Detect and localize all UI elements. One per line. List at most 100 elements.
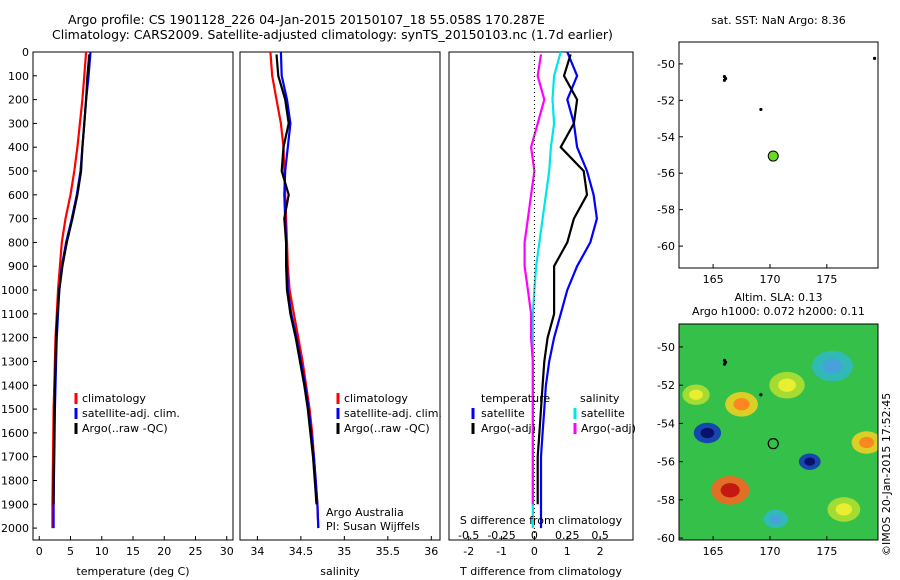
temperature-tick-label: 5 — [67, 545, 74, 558]
difference-top-xlabel: S difference from climatology — [460, 514, 623, 527]
sla-ytick-label: -60 — [657, 532, 675, 545]
depth-tick-label: 1500 — [1, 403, 29, 416]
argo-position-marker — [767, 150, 779, 162]
depth-tick-label: 200 — [8, 94, 29, 107]
depth-tick-label: 1900 — [1, 498, 29, 511]
climatology-subtitle: Climatology: CARS2009. Satellite-adjuste… — [52, 27, 613, 42]
island-mark — [722, 78, 727, 82]
salinity-axes — [239, 51, 441, 541]
sla-blob-core — [733, 398, 750, 411]
sla-heatmap — [679, 324, 878, 540]
sla-ytick-label: -50 — [657, 341, 675, 354]
sla-ytick-label: -52 — [657, 379, 675, 392]
depth-tick-label: 400 — [8, 141, 29, 154]
difference-series-0 — [539, 51, 599, 529]
sla-blob-core — [720, 483, 740, 498]
pi-label: PI: Susan Wijffels — [326, 520, 420, 533]
temperature-legend-label: climatology — [82, 392, 146, 405]
temperature-tick-label: 10 — [95, 545, 109, 558]
sst-ytick-label: -60 — [657, 240, 675, 253]
legend-salinity-header: salinity — [580, 392, 620, 405]
argo-australia-label: Argo Australia — [326, 506, 404, 519]
temperature-legend-label: Argo(..raw -QC) — [82, 422, 168, 435]
temperature-tick-label: 25 — [189, 545, 203, 558]
temperature-xlabel: temperature (deg C) — [76, 565, 189, 578]
temperature-tick-label: 15 — [126, 545, 140, 558]
depth-tick-label: 300 — [8, 117, 29, 130]
salinity-tick-label: 35 — [337, 545, 351, 558]
depth-tick-label: 1200 — [1, 332, 29, 345]
sla-blob-core — [859, 436, 875, 449]
temperature-legend-label: satellite-adj. clim. — [82, 407, 180, 420]
difference-legend-label: Argo(-adj) — [581, 422, 636, 435]
sla-xtick-label: 170 — [759, 545, 780, 558]
sst-ytick-label: -50 — [657, 58, 675, 71]
depth-tick-label: 500 — [8, 165, 29, 178]
difference-tick-label: -1 — [496, 545, 507, 558]
sst-map-title: sat. SST: NaN Argo: 8.36 — [711, 14, 845, 27]
island-mark — [872, 56, 877, 61]
salinity-series-2 — [275, 54, 318, 505]
sla-map-title: Altim. SLA: 0.13 — [734, 291, 822, 304]
depth-tick-label: 1000 — [1, 284, 29, 297]
depth-tick-label: 900 — [8, 260, 29, 273]
depth-tick-label: 600 — [8, 189, 29, 202]
depth-tick-label: 1700 — [1, 451, 29, 464]
depth-tick-label: 800 — [8, 236, 29, 249]
depth-tick-label: 2000 — [1, 522, 29, 535]
difference-xlabel: T difference from climatology — [459, 565, 622, 578]
difference-axes — [448, 51, 634, 541]
sla-xtick-label: 175 — [816, 545, 837, 558]
salinity-legend-label: Argo(..raw -QC) — [344, 422, 430, 435]
difference-legend-label: Argo(-adj) — [481, 422, 536, 435]
temperature-axes — [32, 51, 234, 541]
temperature-tick-label: 30 — [220, 545, 234, 558]
difference-tick-label: 0 — [531, 545, 538, 558]
sla-ytick-label: -58 — [657, 494, 675, 507]
sst-ytick-label: -58 — [657, 204, 675, 217]
sst-xtick-label: 170 — [759, 273, 780, 286]
sla-blob-core — [804, 457, 816, 466]
difference-legend-label: satellite — [481, 407, 525, 420]
sst-ytick-label: -56 — [657, 167, 675, 180]
sst-ytick-label: -52 — [657, 94, 675, 107]
island-mark — [759, 107, 763, 112]
salinity-series-0 — [269, 51, 320, 529]
salinity-diff-tick-label: 0.25 — [555, 529, 580, 542]
salinity-tick-label: 36 — [424, 545, 438, 558]
sst-xtick-label: 165 — [703, 273, 724, 286]
difference-series-1 — [536, 54, 589, 505]
sla-blob-core — [835, 503, 853, 516]
sla-map-axes — [678, 323, 879, 541]
sla-blob-core — [778, 378, 796, 392]
temperature-series-0 — [51, 51, 88, 529]
depth-tick-label: 100 — [8, 70, 29, 83]
sst-ytick-label: -54 — [657, 131, 675, 144]
salinity-xlabel: salinity — [320, 565, 360, 578]
legend-temperature-header: temperature — [481, 392, 550, 405]
salinity-diff-tick-label: 0 — [531, 529, 538, 542]
depth-tick-label: 1100 — [1, 308, 29, 321]
temperature-tick-label: 0 — [36, 545, 43, 558]
sla-map-subtitle: Argo h1000: 0.072 h2000: 0.11 — [692, 305, 865, 318]
salinity-tick-label: 34.5 — [289, 545, 314, 558]
sla-ytick-label: -56 — [657, 456, 675, 469]
profile-title: Argo profile: CS 1901128_226 04-Jan-2015… — [68, 12, 545, 27]
salinity-diff-tick-label: -0.25 — [487, 529, 515, 542]
difference-tick-label: -2 — [463, 545, 474, 558]
depth-tick-label: 700 — [8, 213, 29, 226]
depth-tick-label: 1300 — [1, 355, 29, 368]
sla-blob-core — [689, 389, 703, 400]
salinity-diff-tick-label: 0.5 — [591, 529, 609, 542]
sst-map-axes — [678, 41, 879, 269]
sla-blob-core — [700, 427, 715, 439]
depth-tick-label: 0 — [22, 46, 29, 59]
temperature-tick-label: 20 — [157, 545, 171, 558]
salinity-diff-tick-label: -0.5 — [458, 529, 479, 542]
argo-position-marker — [767, 438, 779, 450]
difference-legend-label: satellite — [581, 407, 625, 420]
salinity-legend-label: climatology — [344, 392, 408, 405]
salinity-legend-label: satellite-adj. clim. — [344, 407, 442, 420]
sla-blob-core — [822, 358, 843, 374]
